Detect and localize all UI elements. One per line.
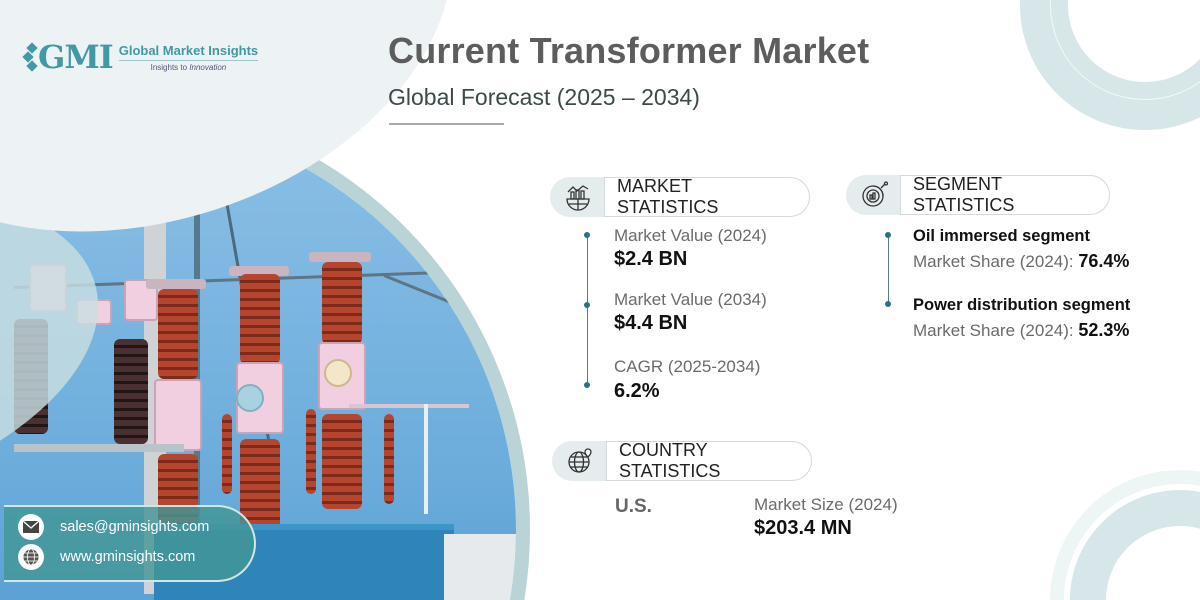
- photo-cap: [309, 252, 371, 262]
- photo-insulator-red: [322, 414, 362, 509]
- segment-stats-timeline: [888, 235, 889, 303]
- photo-arrester: [222, 414, 232, 494]
- country-name: U.S.: [615, 496, 652, 517]
- title-divider: [389, 123, 504, 125]
- photo-housing: [154, 379, 202, 451]
- email-link[interactable]: sales@gminsights.com: [60, 519, 210, 535]
- bullet-dot: [584, 382, 590, 388]
- website-link[interactable]: www.gminsights.com: [60, 549, 196, 565]
- market-share-value: 52.3%: [1078, 320, 1130, 340]
- logo-mark: GMI: [22, 38, 114, 76]
- market-share-label: Market Share (2024):: [913, 321, 1074, 340]
- market-value-2034: $4.4 BN: [614, 312, 688, 334]
- market-share-value: 76.4%: [1078, 251, 1130, 271]
- power-distribution-segment-title: Power distribution segment: [913, 296, 1131, 314]
- pie-chart-icon: [846, 175, 902, 215]
- globe-icon: [18, 544, 44, 570]
- photo-arrester: [384, 414, 394, 504]
- tagline-prefix: Insights to: [150, 62, 188, 72]
- country-statistics-header: COUNTRY STATISTICS: [552, 440, 812, 481]
- bullet-dot: [885, 301, 891, 307]
- photo-cap: [146, 279, 206, 289]
- segment-statistics-title: SEGMENT STATISTICS: [900, 174, 1110, 215]
- photo-dial: [236, 384, 264, 412]
- photo-concrete-base: [444, 534, 516, 600]
- bullet-dot: [584, 302, 590, 308]
- contact-banner: sales@gminsights.com www.gminsights.com: [4, 505, 256, 582]
- globe-pin-icon: [552, 441, 608, 481]
- bullet-dot: [584, 232, 590, 238]
- photo-insulator-red: [240, 439, 280, 529]
- market-statistics-header: MARKET STATISTICS: [550, 176, 810, 217]
- logo-text: Global Market Insights Insights to Innov…: [118, 43, 259, 72]
- market-value-2034-label: Market Value (2034): [614, 290, 767, 309]
- envelope-icon: [18, 514, 44, 540]
- photo-dial: [324, 359, 352, 387]
- photo-frame-beam: [14, 444, 184, 452]
- photo-rack: [424, 404, 428, 514]
- gmi-logo[interactable]: GMI Global Market Insights Insights to I…: [22, 38, 259, 76]
- brand-name: Global Market Insights: [118, 43, 259, 61]
- market-value-2024-label: Market Value (2024): [614, 226, 767, 245]
- photo-insulator: [114, 339, 148, 444]
- power-distribution-share: Market Share (2024): 52.3%: [913, 320, 1129, 341]
- photo-wire: [383, 274, 516, 345]
- website-contact[interactable]: www.gminsights.com: [18, 544, 195, 570]
- photo-insulator-red: [322, 262, 362, 344]
- oil-immersed-segment-title: Oil immersed segment: [913, 227, 1090, 245]
- market-share-label: Market Share (2024):: [913, 252, 1074, 271]
- page-title: Current Transformer Market: [388, 30, 870, 71]
- cagr-value: 6.2%: [614, 380, 660, 402]
- page-subtitle: Global Forecast (2025 – 2034): [388, 84, 700, 110]
- brand-tagline: Insights to Innovation: [151, 63, 227, 72]
- photo-rack: [349, 404, 469, 408]
- photo-insulator-red: [158, 289, 198, 379]
- country-statistics-title: COUNTRY STATISTICS: [606, 440, 812, 481]
- oil-immersed-share: Market Share (2024): 76.4%: [913, 251, 1129, 272]
- country-market-size-value: $203.4 MN: [754, 517, 852, 539]
- segment-statistics-header: SEGMENT STATISTICS: [846, 174, 1110, 215]
- market-value-2024: $2.4 BN: [614, 248, 688, 270]
- chart-globe-icon: [550, 177, 606, 217]
- market-stats-timeline: [587, 235, 588, 385]
- market-statistics-title: MARKET STATISTICS: [604, 176, 810, 217]
- country-market-size-label: Market Size (2024): [754, 495, 898, 514]
- logo-diamonds-icon: [22, 42, 38, 72]
- photo-insulator-red: [240, 274, 280, 364]
- logo-mark-text: GMI: [38, 38, 114, 76]
- cagr-label: CAGR (2025-2034): [614, 357, 761, 376]
- photo-arrester: [306, 409, 316, 494]
- tagline-emphasis: Innovation: [189, 62, 227, 72]
- email-contact[interactable]: sales@gminsights.com: [18, 514, 209, 540]
- bullet-dot: [885, 232, 891, 238]
- photo-cap: [229, 266, 289, 276]
